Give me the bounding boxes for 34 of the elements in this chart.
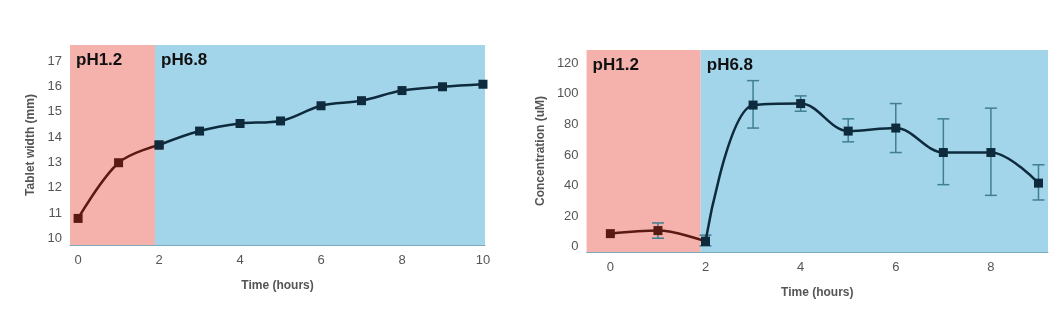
x-tick-label: 2 [155,252,163,267]
y-tick-label: 13 [47,153,62,169]
y-tick-label: 80 [564,115,579,131]
x-tick-label: 8 [398,252,406,267]
y-tick-label: 15 [47,103,62,119]
y-tick-label: 12 [47,179,62,195]
x-tick-label: 0 [606,259,614,274]
band-label: pH6.8 [706,55,754,74]
y-tick-label: 11 [48,204,62,220]
band-label: pH1.2 [76,50,123,69]
y-tick-label: 100 [556,85,579,101]
x-tick-label: 8 [987,259,995,274]
band-label: pH6.8 [161,50,208,69]
x-axis-title: Time (hours) [241,278,314,292]
x-tick-label: 10 [475,252,491,267]
x-tick-label: 2 [701,259,710,274]
y-tick-label: 120 [556,54,579,70]
y-axis-title: Tablet width (mm) [23,94,37,196]
y-axis-title: Concentration (uM) [533,96,547,206]
y-tick-label: 40 [564,177,579,193]
band-label: pH1.2 [592,55,639,74]
x-tick-label: 4 [236,252,244,267]
x-tick-label: 0 [74,252,82,267]
y-tick-label: 17 [47,52,62,68]
y-tick-label: 14 [47,128,62,144]
y-tick-label: 20 [564,207,579,223]
x-tick-label: 6 [892,259,900,274]
y-tick-label: 10 [47,229,62,245]
x-tick-label: 6 [317,252,325,267]
y-tick-label: 0 [571,238,579,254]
y-tick-label: 60 [564,146,579,162]
y-tick-label: 16 [47,78,62,94]
x-tick-label: 4 [797,259,805,274]
x-axis-title: Time (hours) [781,285,854,299]
